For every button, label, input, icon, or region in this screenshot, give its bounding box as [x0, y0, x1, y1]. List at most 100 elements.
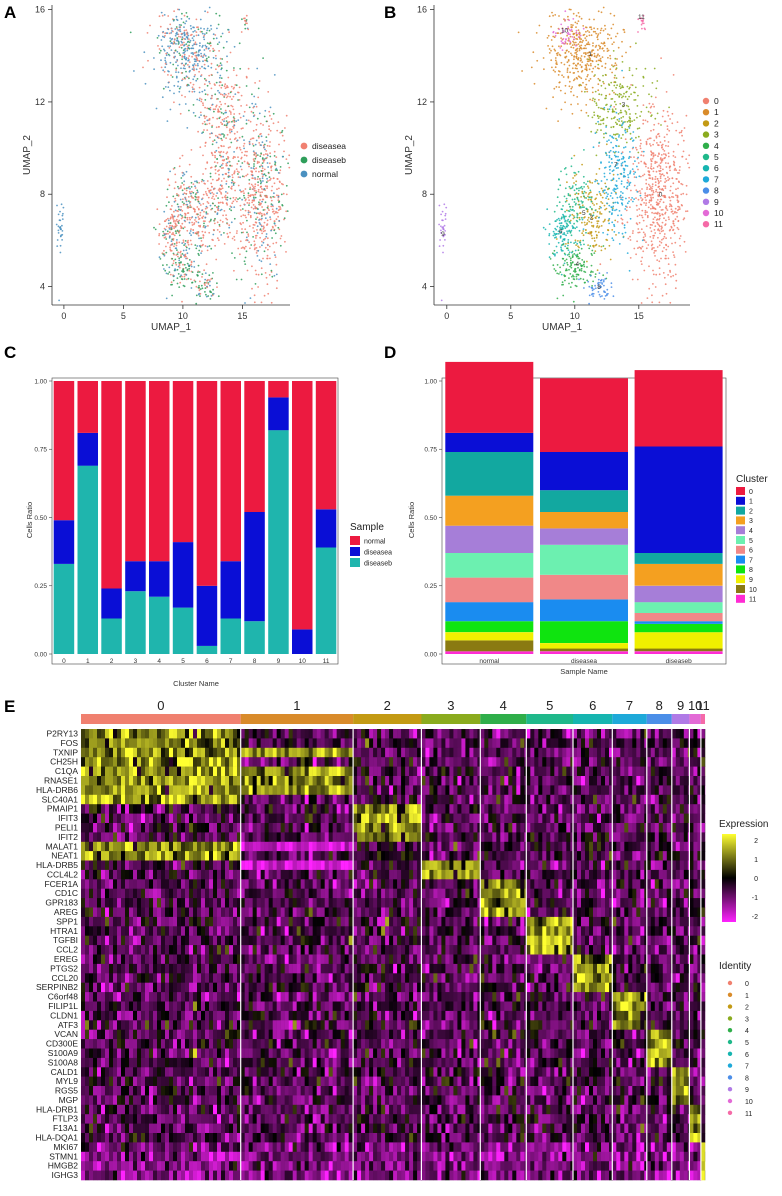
- umap-b-point: [622, 121, 625, 124]
- bar-d-y-ticks: 0.000.250.500.751.00: [424, 378, 442, 658]
- umap-b-point: [580, 17, 583, 20]
- umap-b-point: [685, 193, 688, 196]
- umap-b-point: [577, 170, 580, 173]
- umap-a-point: [232, 87, 235, 90]
- umap-a-point: [183, 285, 186, 288]
- bar-segment: [125, 381, 146, 562]
- umap-b-point: [604, 151, 607, 154]
- umap-b-point: [625, 51, 627, 54]
- umap-a-point: [273, 222, 276, 225]
- legend-label: diseasea: [312, 141, 346, 151]
- umap-a-point: [227, 186, 230, 188]
- umap-b-point: [599, 47, 601, 50]
- umap-a-point: [173, 245, 175, 248]
- heatmap-cell: [465, 738, 470, 749]
- umap-a-point: [255, 234, 258, 237]
- heatmap-cell: [675, 738, 680, 749]
- umap-a-point: [270, 301, 273, 304]
- umap-a-point: [227, 92, 230, 95]
- umap-b-point: [677, 201, 679, 204]
- umap-a-point: [172, 168, 175, 170]
- umap-b-point: [565, 38, 567, 40]
- umap-b-point: [624, 164, 627, 167]
- heatmap-cell: [566, 729, 571, 739]
- umap-a-point: [253, 95, 256, 98]
- umap-a-point: [213, 139, 216, 142]
- heatmap-cell: [288, 738, 293, 749]
- umap-a-point: [198, 44, 201, 47]
- umap-b-point: [667, 176, 669, 179]
- umap-b-point: [620, 183, 623, 185]
- umap-a-point: [221, 187, 224, 190]
- umap-a-point: [200, 284, 203, 287]
- umap-a-point: [207, 196, 210, 199]
- umap-a-point: [177, 185, 179, 188]
- umap-a-point: [222, 151, 225, 154]
- umap-b-point: [565, 197, 568, 200]
- umap-a-point: [244, 245, 247, 248]
- heatmap-cell: [389, 747, 394, 758]
- umap-a-point: [254, 283, 257, 285]
- umap-b-point: [656, 246, 659, 248]
- umap-b-point: [578, 48, 581, 50]
- umap-a-point: [247, 213, 250, 216]
- umap-a-point: [234, 84, 237, 86]
- umap-a-point: [199, 211, 202, 214]
- umap-a-point: [223, 136, 225, 138]
- umap-a-point: [226, 203, 229, 206]
- umap-a-point: [158, 15, 161, 18]
- y-tick-label: 4: [40, 282, 45, 292]
- umap-a-point: [245, 104, 248, 106]
- umap-a-point: [149, 24, 151, 27]
- umap-b-point: [567, 15, 569, 18]
- umap-a-point: [243, 160, 246, 163]
- umap-b-point: [619, 111, 622, 114]
- umap-b-point: [574, 241, 577, 244]
- umap-b-point: [633, 156, 635, 159]
- umap-a-point: [185, 70, 187, 73]
- umap-a-point: [190, 181, 193, 184]
- umap-a-point: [252, 223, 255, 226]
- umap-b-point: [602, 108, 605, 110]
- umap-b-point: [637, 162, 640, 164]
- umap-a-point: [224, 109, 227, 112]
- umap-b-point: [577, 245, 579, 248]
- umap-b-point: [677, 205, 679, 208]
- umap-b-point: [646, 120, 649, 123]
- umap-a-point: [272, 177, 275, 180]
- umap-a-point: [57, 225, 60, 228]
- heatmap-cell: [496, 738, 501, 749]
- umap-a-point: [204, 278, 207, 281]
- umap-b-point: [444, 233, 446, 236]
- umap-b-point: [593, 237, 596, 240]
- umap-b-point: [602, 191, 605, 193]
- umap-b-point: [646, 215, 649, 217]
- y-tick-label: 0.75: [34, 447, 47, 454]
- umap-b-point: [597, 89, 600, 92]
- umap-a-point: [285, 184, 288, 187]
- umap-b-point: [663, 150, 666, 152]
- umap-b-point: [554, 49, 557, 52]
- heatmap-cell: [117, 738, 122, 749]
- umap-a-point: [216, 213, 219, 216]
- umap-b-point: [598, 216, 600, 219]
- heatmap-cell: [516, 729, 521, 739]
- umap-b-point: [639, 145, 642, 147]
- umap-b-point: [611, 221, 614, 224]
- umap-b-point: [655, 170, 658, 173]
- heatmap-cell: [550, 729, 555, 739]
- umap-b-point: [604, 62, 607, 65]
- umap-b-point: [588, 31, 591, 33]
- heatmap-cell: [149, 747, 154, 758]
- umap-b-point: [661, 188, 664, 190]
- umap-a-point: [268, 125, 270, 127]
- umap-b-point: [617, 155, 619, 158]
- umap-a-point: [194, 30, 196, 32]
- umap-a-point: [177, 222, 180, 225]
- umap-b-point: [573, 210, 575, 212]
- umap-b-point: [591, 91, 594, 94]
- umap-b-point: [605, 207, 608, 210]
- umap-b-point: [606, 103, 608, 106]
- umap-b-point: [442, 235, 445, 237]
